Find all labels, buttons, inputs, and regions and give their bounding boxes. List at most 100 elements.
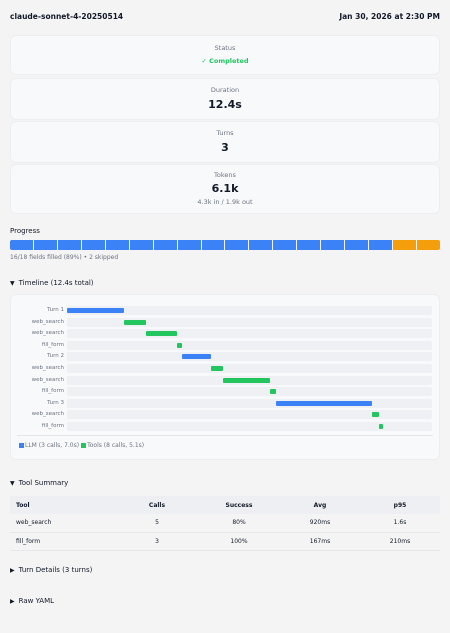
progress-title: Progress xyxy=(10,227,40,235)
cell-calls: 3 xyxy=(116,532,198,551)
timeline-track xyxy=(67,364,432,373)
timeline-row-label: fill_form xyxy=(41,423,64,429)
progress-summary: 16/18 fields filled (89%) • 2 skipped xyxy=(10,254,119,261)
tool-summary-table: Tool Calls Success Avg p95 web_search 5 … xyxy=(10,496,440,551)
cell-avg: 920ms xyxy=(280,514,360,533)
progress-segment-filled xyxy=(321,240,345,250)
timeline-track xyxy=(67,340,432,350)
timeline-row-label: Turn 1 xyxy=(47,307,64,313)
progress-segment-filled xyxy=(297,240,321,250)
timeline-llm-bar xyxy=(275,400,372,406)
model-name: claude-sonnet-4-20250514 xyxy=(10,11,124,21)
turn-details-toggle[interactable]: ▶ Turn Details (3 turns) xyxy=(10,566,92,574)
tokens-card: Tokens 6.1k 4.3k in / 1.9k out xyxy=(10,164,440,214)
timeline-title: Timeline (12.4s total) xyxy=(18,279,94,287)
timeline-row: Turn 3 xyxy=(11,398,441,409)
table-row: fill_form 3 100% 167ms 210ms xyxy=(10,532,440,551)
timeline-row: fill_form xyxy=(11,387,441,397)
raw-yaml-toggle[interactable]: ▶ Raw YAML xyxy=(10,597,54,605)
cell-success: 80% xyxy=(198,514,280,533)
raw-yaml-title: Raw YAML xyxy=(18,597,55,605)
col-p95: p95 xyxy=(393,501,407,509)
progress-segment-filled xyxy=(369,240,392,250)
timeline-row: fill_form xyxy=(11,340,441,351)
legend-llm: LLM (3 calls, 7.0s) xyxy=(25,442,80,449)
timeline-tool-bar xyxy=(223,377,271,383)
col-success: Success xyxy=(225,501,253,509)
cell-tool: fill_form xyxy=(10,532,116,551)
progress-segment-filled xyxy=(249,240,273,250)
timeline-row: web_search xyxy=(11,329,441,339)
timeline-row-label: web_search xyxy=(31,365,64,371)
timeline-track xyxy=(67,329,432,339)
progress-segment-filled xyxy=(33,240,57,250)
timeline-row: web_search xyxy=(11,317,441,328)
timeline-track xyxy=(67,422,432,431)
status-value: ✓ Completed xyxy=(201,57,249,65)
progress-segment-skipped xyxy=(393,240,416,250)
progress-segment-filled xyxy=(10,240,33,250)
status-card: Status ✓ Completed xyxy=(10,35,440,75)
timeline-row-label: Turn 2 xyxy=(47,353,64,360)
table-row: web_search 5 80% 920ms 1.6s xyxy=(10,514,440,533)
progress-bar xyxy=(10,240,440,250)
tool-summary-toggle[interactable]: ▼ Tool Summary xyxy=(10,479,68,487)
timeline-track xyxy=(67,375,432,385)
timeline-track xyxy=(67,306,432,315)
duration-label: Duration xyxy=(210,86,240,94)
progress-segment-filled xyxy=(225,240,249,250)
timeline-row: fill_form xyxy=(11,422,441,432)
tokens-label: Tokens xyxy=(214,171,236,179)
timeline-track xyxy=(67,317,432,327)
timeline-axis-line xyxy=(17,435,433,436)
turn-details-title: Turn Details (3 turns) xyxy=(18,566,93,574)
timeline-row-label: web_search xyxy=(31,376,64,383)
cell-avg: 167ms xyxy=(280,532,360,551)
tool-summary-title: Tool Summary xyxy=(18,479,69,487)
progress-segment-filled xyxy=(81,240,105,250)
timeline-track xyxy=(67,398,432,408)
status-label: Status xyxy=(214,44,236,52)
progress-segment-filled xyxy=(177,240,201,250)
timeline-llm-bar xyxy=(67,308,125,313)
caret-right-icon: ▶ xyxy=(10,597,15,605)
timeline-row-label: fill_form xyxy=(41,388,64,395)
progress-segment-filled xyxy=(105,240,129,250)
progress-segment-skipped xyxy=(416,240,440,250)
timeline-tool-bar xyxy=(371,412,379,418)
cell-success: 100% xyxy=(198,532,280,551)
col-calls: Calls xyxy=(148,501,166,509)
progress-segment-filled xyxy=(345,240,369,250)
timeline-row-label: web_search xyxy=(31,318,64,325)
caret-down-icon: ▼ xyxy=(10,479,15,487)
timeline-row-label: Turn 3 xyxy=(47,399,64,406)
timeline-toggle[interactable]: ▼ Timeline (12.4s total) xyxy=(10,279,94,287)
duration-card: Duration 12.4s xyxy=(10,78,440,120)
cell-tool: web_search xyxy=(10,514,116,533)
col-avg: Avg xyxy=(313,501,327,509)
timeline-row: Turn 2 xyxy=(11,352,441,362)
duration-value: 12.4s xyxy=(208,98,242,111)
cell-p95: 1.6s xyxy=(360,514,440,533)
col-tool: Tool xyxy=(16,501,30,509)
timeline-tool-bar xyxy=(270,389,276,395)
progress-segment-filled xyxy=(57,240,81,250)
timeline-tool-bar xyxy=(177,342,182,348)
header: claude-sonnet-4-20250514 Jan 30, 2026 at… xyxy=(10,8,440,24)
progress-segment-filled xyxy=(153,240,177,250)
cell-p95: 210ms xyxy=(360,532,440,551)
timeline-tool-bar xyxy=(379,424,383,429)
tokens-breakdown: 4.3k in / 1.9k out xyxy=(197,198,253,206)
turns-value: 3 xyxy=(221,141,229,154)
timeline-track xyxy=(67,410,432,420)
timeline-row: web_search xyxy=(11,410,441,420)
tools-swatch xyxy=(81,443,87,448)
timeline-row: web_search xyxy=(11,375,441,386)
cell-calls: 5 xyxy=(116,514,198,533)
timeline-row-label: fill_form xyxy=(41,341,64,348)
turns-card: Turns 3 xyxy=(10,121,440,163)
legend-tools: Tools (8 calls, 5.1s) xyxy=(87,442,145,449)
progress-segment-filled xyxy=(129,240,153,250)
progress-segment-filled xyxy=(273,240,297,250)
table-header-row: Tool Calls Success Avg p95 xyxy=(10,496,440,514)
